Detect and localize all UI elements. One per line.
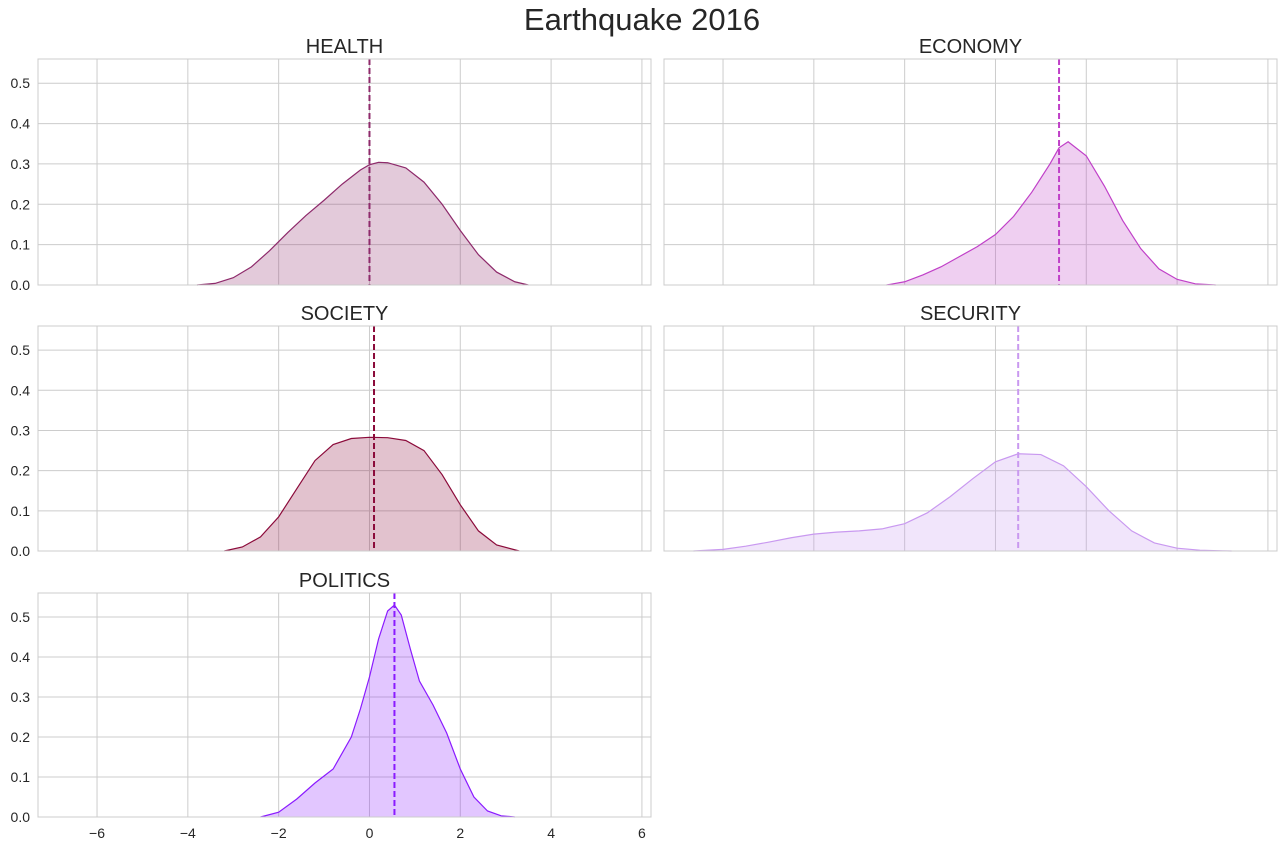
panel-society: SOCIETY 0.0 0.1 0.2 0.3 0.4 0.5 <box>11 303 652 559</box>
y-tick-label: 0.4 <box>11 649 31 665</box>
panel-health: HEALTH 0.0 0.1 0.2 0.3 0.4 0.5 <box>11 36 652 293</box>
figure-title: Earthquake 2016 <box>523 2 761 37</box>
panel-title: SOCIETY <box>301 303 389 325</box>
y-tick-label: 0.3 <box>11 156 31 172</box>
axes-frame <box>663 58 1278 286</box>
panel-economy: ECONOMY <box>663 36 1278 286</box>
panel-title: ECONOMY <box>919 36 1022 58</box>
x-tick-label: 2 <box>456 825 464 841</box>
y-tick-label: 0.1 <box>11 503 31 519</box>
density-line <box>886 140 1216 286</box>
density-line <box>693 453 1232 552</box>
y-tick-label: 0.3 <box>11 689 31 705</box>
y-tick-label: 0.2 <box>11 463 31 479</box>
axes-frame <box>37 592 652 818</box>
axes-frame <box>663 325 1278 552</box>
density-area <box>886 141 1216 285</box>
y-tick-label: 0.5 <box>11 609 31 625</box>
y-tick-label: 0.0 <box>11 277 31 293</box>
axes-frame <box>37 58 652 286</box>
y-tick-label: 0.4 <box>11 382 31 398</box>
y-tick-label: 0.2 <box>11 196 31 212</box>
x-tick-label: −6 <box>89 825 105 841</box>
panel-title: HEALTH <box>306 36 383 58</box>
density-area <box>260 605 515 817</box>
panel-security: SECURITY <box>663 303 1278 552</box>
panel-politics: POLITICS 0.0 0.1 0.2 0.3 0.4 0.5 −6 −4 −2 0 2 4 6 <box>11 570 652 841</box>
density-area <box>196 162 529 285</box>
y-tick-label: 0.3 <box>11 422 31 438</box>
y-tick-label: 0.5 <box>11 342 31 358</box>
density-area <box>224 437 520 551</box>
panel-title: SECURITY <box>920 303 1021 325</box>
y-tick-label: 0.1 <box>11 769 31 785</box>
x-tick-label: −4 <box>180 825 196 841</box>
x-tick-label: 0 <box>366 825 374 841</box>
y-tick-label: 0.1 <box>11 237 31 253</box>
y-tick-label: 0.0 <box>11 543 31 559</box>
y-tick-label: 0.5 <box>11 75 31 91</box>
x-tick-label: 6 <box>638 825 646 841</box>
y-tick-label: 0.0 <box>11 809 31 825</box>
y-tick-label: 0.4 <box>11 116 31 132</box>
axes-frame <box>37 325 652 552</box>
panel-title: POLITICS <box>299 570 390 592</box>
y-tick-label: 0.2 <box>11 729 31 745</box>
density-area <box>693 453 1232 551</box>
x-tick-label: 4 <box>547 825 555 841</box>
density-line <box>196 161 529 286</box>
x-tick-label: −2 <box>271 825 287 841</box>
density-line <box>224 436 520 552</box>
